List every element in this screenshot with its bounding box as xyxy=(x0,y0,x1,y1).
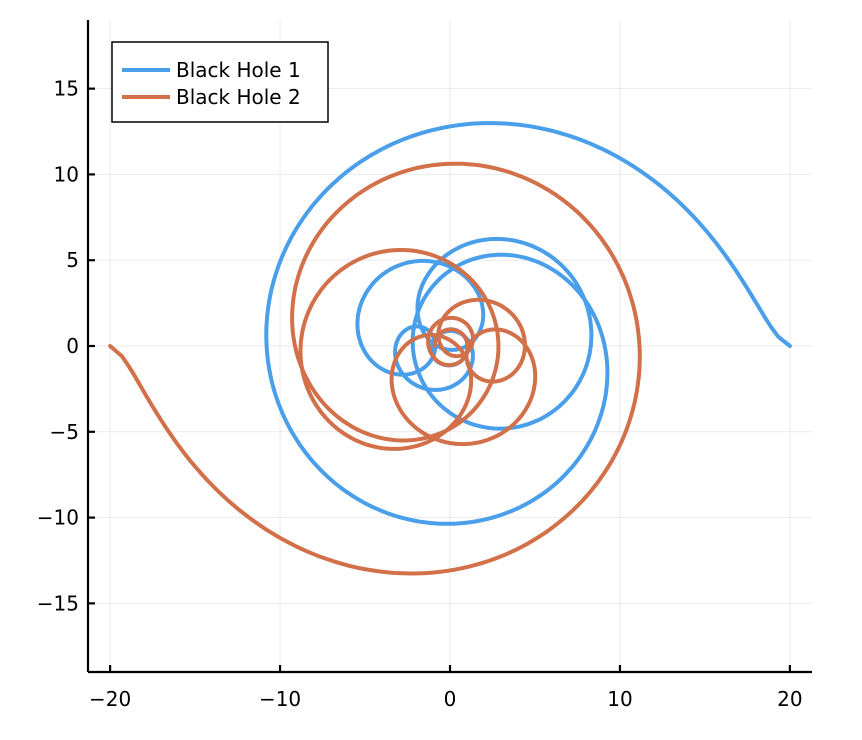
x-tick-label: 10 xyxy=(607,687,632,711)
series-layer xyxy=(108,121,792,576)
legend: Black Hole 1 Black Hole 2 xyxy=(111,41,329,123)
legend-box xyxy=(111,41,329,123)
y-tick-label: 0 xyxy=(66,334,79,358)
x-tick-label: 0 xyxy=(444,687,457,711)
y-tick-label: −10 xyxy=(37,506,79,530)
y-tick-label: −5 xyxy=(50,420,79,444)
series-line-black-hole-2 xyxy=(108,161,642,576)
y-tick-label: 5 xyxy=(66,248,79,272)
series-line-black-hole-1 xyxy=(264,121,792,526)
y-tick-label: −15 xyxy=(37,591,79,615)
x-tick-label: −10 xyxy=(259,687,301,711)
y-tick-label: 15 xyxy=(54,77,79,101)
x-tick-label: −20 xyxy=(89,687,131,711)
legend-label: Black Hole 1 xyxy=(176,58,301,82)
legend-label: Black Hole 2 xyxy=(176,85,301,109)
axes xyxy=(86,20,812,674)
y-tick-label: 10 xyxy=(54,162,79,186)
tick-labels: −20 −10 0 10 20 −15 −10 −5 0 5 10 15 xyxy=(37,77,803,711)
x-tick-label: 20 xyxy=(777,687,802,711)
